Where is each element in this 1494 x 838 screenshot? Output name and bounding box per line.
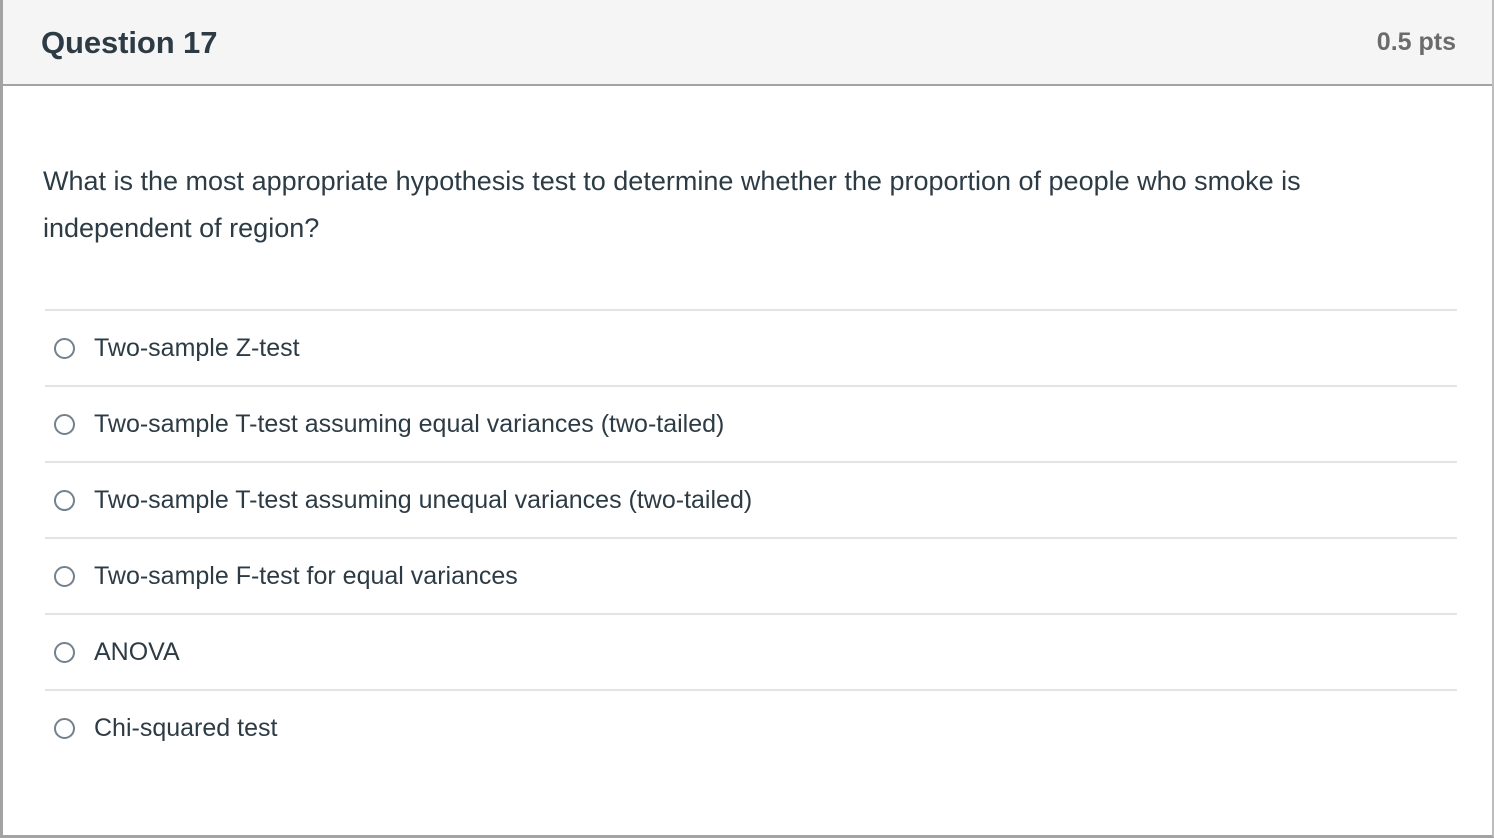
answer-option-row[interactable]: Two-sample T-test assuming equal varianc… xyxy=(45,385,1457,461)
radio-button-icon[interactable] xyxy=(54,489,75,511)
radio-button-icon[interactable] xyxy=(54,413,75,435)
answer-option-row[interactable]: Two-sample Z-test xyxy=(45,309,1457,385)
answer-option-row[interactable]: Two-sample T-test assuming unequal varia… xyxy=(45,461,1457,537)
answer-option-label: Two-sample T-test assuming equal varianc… xyxy=(94,410,725,439)
question-header: Question 17 0.5 pts xyxy=(3,0,1492,86)
radio-button-icon[interactable] xyxy=(54,641,75,663)
answer-option-row[interactable]: Two-sample F-test for equal variances xyxy=(45,537,1457,613)
question-title: Question 17 xyxy=(41,24,218,60)
question-points-badge: 0.5 pts xyxy=(1376,27,1456,56)
answer-option-row[interactable]: ANOVA xyxy=(45,613,1457,689)
answer-option-label: Two-sample Z-test xyxy=(94,334,300,363)
answer-option-label: Two-sample F-test for equal variances xyxy=(94,562,518,591)
answer-option-label: Chi-squared test xyxy=(94,714,278,743)
question-prompt-text: What is the most appropriate hypothesis … xyxy=(43,166,1301,243)
answer-option-label: Two-sample T-test assuming unequal varia… xyxy=(94,486,753,515)
radio-button-icon[interactable] xyxy=(54,717,75,739)
radio-button-icon[interactable] xyxy=(54,337,75,359)
answer-options-list: Two-sample Z-test Two-sample T-test assu… xyxy=(43,309,1457,765)
radio-button-icon[interactable] xyxy=(54,565,75,587)
answer-option-label: ANOVA xyxy=(94,638,180,667)
question-body: What is the most appropriate hypothesis … xyxy=(3,86,1492,765)
answer-option-row[interactable]: Chi-squared test xyxy=(45,689,1457,765)
